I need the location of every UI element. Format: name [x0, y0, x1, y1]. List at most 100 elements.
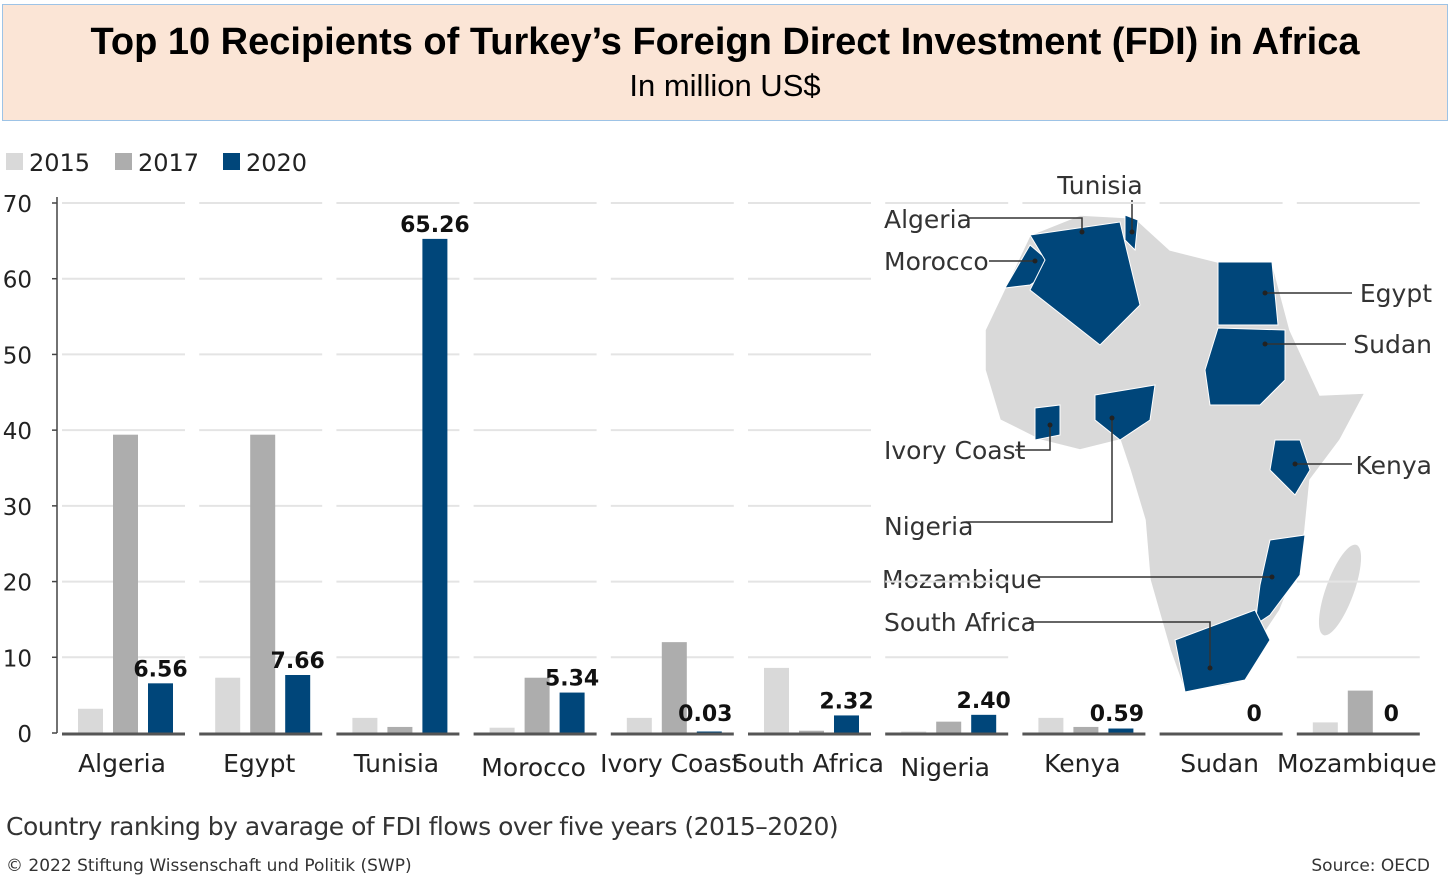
- bar-algeria-2017: [113, 434, 138, 733]
- map-country-ivory-coast: [1034, 404, 1061, 441]
- x-tick-label-kenya: Kenya: [1044, 749, 1121, 778]
- y-tick-label: 0: [17, 722, 32, 748]
- map-label-algeria: Algeria: [884, 205, 972, 234]
- map-dot-egypt: [1262, 290, 1268, 296]
- map-label-south-africa: South Africa: [884, 608, 1036, 637]
- data-label-egypt: 7.66: [271, 649, 325, 674]
- bar-tunisia-2017: [387, 726, 413, 733]
- map-country-algeria: [1029, 221, 1141, 346]
- y-tick-label: 30: [3, 495, 32, 521]
- bar-kenya-2015: [1038, 717, 1064, 733]
- y-tick-label: 50: [3, 343, 32, 369]
- bar-nigeria-2020: [971, 714, 997, 733]
- map-dot-mozambique: [1269, 574, 1275, 580]
- map-country-mozambique: [1254, 534, 1306, 627]
- chart-title: Top 10 Recipients of Turkey’s Foreign Di…: [90, 21, 1360, 63]
- bar-mozambique-2017: [1347, 690, 1373, 733]
- bar-kenya-2017: [1073, 726, 1099, 733]
- map-dot-south-africa: [1207, 665, 1213, 671]
- y-tick-label: 10: [3, 646, 32, 672]
- x-tick-label-morocco: Morocco: [481, 753, 586, 782]
- map-country-nigeria: [1094, 384, 1156, 441]
- chart-subtitle: In million US$: [629, 68, 821, 103]
- data-label-ivory-coast: 0.03: [678, 702, 732, 727]
- map-country-south-africa: [1174, 609, 1271, 693]
- map-label-ivory-coast: Ivory Coast: [884, 436, 1026, 465]
- footnote: Country ranking by avarage of FDI flows …: [6, 812, 839, 841]
- legend-swatch-2015: [6, 153, 23, 170]
- bar-algeria-2015: [78, 708, 103, 733]
- map-dot-nigeria: [1109, 415, 1115, 421]
- legend-label-2015: 2015: [29, 149, 90, 177]
- bar-ivory-coast-2015: [626, 717, 652, 733]
- data-label-sudan: 0: [1246, 702, 1261, 727]
- map-dot-kenya: [1292, 461, 1298, 467]
- copyright: © 2022 Stiftung Wissenschaft und Politik…: [6, 856, 412, 876]
- legend-label-2020: 2020: [246, 149, 307, 177]
- bar-nigeria-2015: [901, 731, 927, 733]
- map-country-sudan: [1204, 327, 1286, 406]
- x-tick-label-ivory-coast: Ivory Coast: [600, 749, 742, 778]
- map-leader-south-africa: [1029, 621, 1211, 668]
- data-label-tunisia: 65.26: [400, 213, 470, 238]
- map-leader-nigeria: [966, 418, 1113, 523]
- data-label-kenya: 0.59: [1090, 702, 1144, 727]
- x-tick-label-mozambique: Mozambique: [1277, 749, 1437, 778]
- data-label-algeria: 6.56: [133, 657, 187, 682]
- map-label-sudan: Sudan: [1353, 330, 1432, 359]
- bar-morocco-2020: [559, 692, 585, 733]
- bar-south-africa-2020: [834, 715, 859, 733]
- legend-swatch-2017: [115, 153, 132, 170]
- bar-mozambique-2015: [1312, 722, 1338, 733]
- map-label-tunisia: Tunisia: [1056, 171, 1142, 200]
- y-tick-label: 20: [3, 571, 32, 597]
- source: Source: OECD: [1311, 856, 1430, 876]
- map-country-egypt: [1217, 261, 1279, 326]
- bar-egypt-2015: [215, 677, 241, 733]
- x-tick-label-sudan: Sudan: [1180, 749, 1259, 778]
- y-tick-label: 40: [3, 419, 32, 445]
- bar-tunisia-2020: [422, 238, 448, 734]
- x-tick-label-tunisia: Tunisia: [353, 749, 439, 778]
- data-label-nigeria: 2.40: [957, 689, 1011, 714]
- y-tick-label: 70: [3, 192, 32, 218]
- bar-south-africa-2015: [764, 667, 789, 733]
- x-tick-label-egypt: Egypt: [223, 749, 295, 778]
- map-dot-tunisia: [1129, 229, 1135, 235]
- bar-south-africa-2017: [799, 730, 824, 733]
- map-dot-algeria: [1079, 229, 1085, 235]
- bar-egypt-2017: [250, 434, 276, 733]
- madagascar: [1318, 544, 1362, 636]
- map-label-egypt: Egypt: [1360, 279, 1432, 308]
- data-label-south-africa: 2.32: [819, 689, 873, 714]
- y-tick-label: 60: [3, 268, 32, 294]
- x-tick-label-algeria: Algeria: [78, 749, 166, 778]
- map-label-morocco: Morocco: [884, 247, 989, 276]
- map-dot-ivory-coast: [1047, 422, 1053, 428]
- map-leader-algeria: [967, 217, 1083, 232]
- x-tick-label-south-africa: South Africa: [732, 749, 884, 778]
- legend-label-2017: 2017: [138, 149, 199, 177]
- map-dot-morocco: [1032, 258, 1038, 264]
- bar-morocco-2017: [524, 677, 550, 733]
- map-label-nigeria: Nigeria: [884, 512, 973, 541]
- data-label-morocco: 5.34: [545, 667, 599, 692]
- bar-morocco-2015: [489, 727, 515, 733]
- bar-ivory-coast-2020: [696, 731, 722, 733]
- map-dot-sudan: [1262, 341, 1268, 347]
- legend-swatch-2020: [223, 153, 240, 170]
- map-country-kenya: [1269, 439, 1311, 496]
- title-box: Top 10 Recipients of Turkey’s Foreign Di…: [2, 4, 1448, 121]
- x-tick-label-nigeria: Nigeria: [900, 753, 989, 782]
- map-label-kenya: Kenya: [1356, 451, 1433, 480]
- bar-algeria-2020: [148, 683, 173, 733]
- map-label-mozambique: Mozambique: [882, 565, 1042, 594]
- data-label-mozambique: 0: [1384, 702, 1399, 727]
- map-leader-ivory-coast: [1015, 425, 1051, 451]
- bar-nigeria-2017: [936, 721, 962, 733]
- bar-egypt-2020: [285, 675, 311, 733]
- bar-kenya-2020: [1108, 728, 1134, 733]
- bar-ivory-coast-2017: [661, 642, 687, 733]
